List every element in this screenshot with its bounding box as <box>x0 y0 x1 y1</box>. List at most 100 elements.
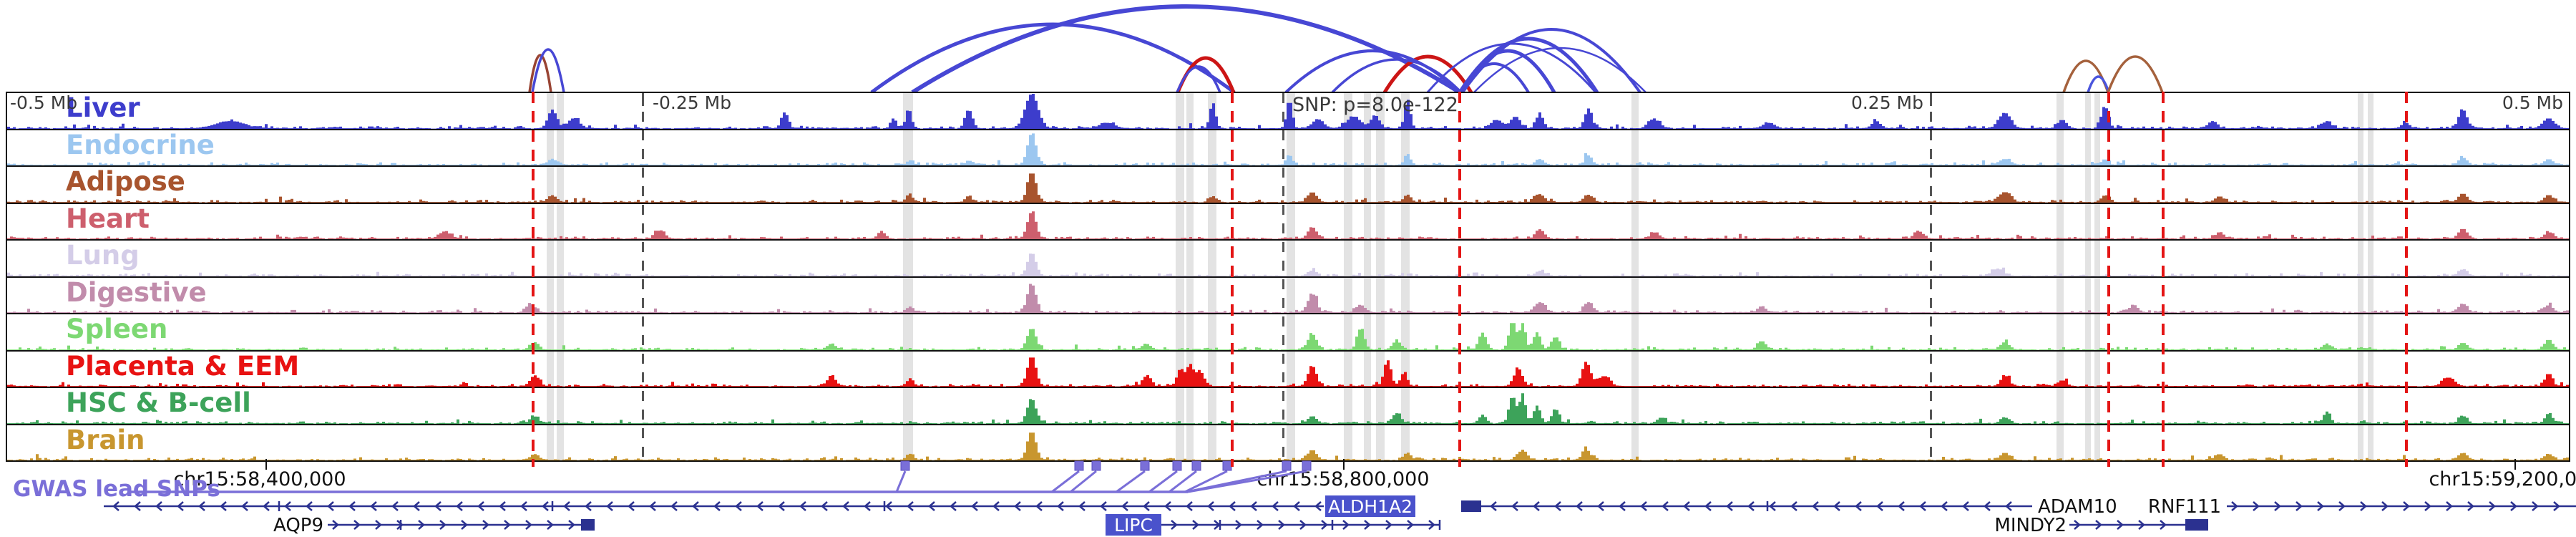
gwas-snp-connector <box>1148 470 1178 493</box>
track-border <box>6 239 2570 241</box>
interaction-arcs-panel <box>528 4 2164 93</box>
track-border <box>6 387 2570 388</box>
strand-arrow-icon <box>461 520 468 530</box>
axis-label-plus-0.5mb: 0.5 Mb <box>2502 92 2563 113</box>
track-label: Brain <box>66 425 145 455</box>
strand-arrow-icon <box>477 501 484 511</box>
gwas-snp-square <box>1191 460 1201 471</box>
strand-arrow-icon <box>1407 520 1414 530</box>
strand-arrow-icon <box>2360 501 2367 511</box>
strand-arrow-icon <box>263 501 270 511</box>
strand-arrow-icon <box>1941 501 1948 511</box>
gwas-snp-connector <box>1051 470 1080 493</box>
gwas-snp-connector <box>1070 470 1097 493</box>
strand-arrow-icon <box>1962 501 1969 511</box>
strand-arrow-icon <box>1229 501 1236 511</box>
signal-tracks-panel: Liver Endocrine Adipose Heart Lung Digestive S… <box>6 92 2570 462</box>
strand-arrow-icon <box>1321 520 1328 530</box>
strand-arrow-icon <box>542 501 549 511</box>
track-border <box>6 313 2570 314</box>
strand-arrow-icon <box>1057 501 1064 511</box>
strand-arrow-icon <box>1164 501 1171 511</box>
gwas-snp-square <box>1172 460 1182 471</box>
interaction-arc <box>870 22 1236 93</box>
interaction-arc <box>528 54 552 93</box>
track-label: Lung <box>66 240 140 271</box>
strand-arrow-icon <box>112 501 119 511</box>
interaction-arc <box>1331 58 1463 93</box>
strand-arrow-icon <box>1299 520 1307 530</box>
signal-track-brain <box>7 432 2569 460</box>
strand-arrow-icon <box>1186 501 1193 511</box>
strand-arrow-icon <box>1121 501 1128 511</box>
strand-arrow-icon <box>2403 501 2410 511</box>
strand-arrow-icon <box>2117 520 2124 530</box>
strand-arrow-icon <box>1235 520 1242 530</box>
strand-arrow-icon <box>2381 501 2389 511</box>
strand-arrow-icon <box>1100 501 1107 511</box>
interaction-arc <box>2087 75 2110 93</box>
signal-track-placenta-eem <box>7 357 2569 387</box>
strand-arrow-icon <box>1576 501 1583 511</box>
red-dashed-line <box>2162 92 2165 467</box>
signal-track-endocrine <box>7 133 2569 165</box>
gene-rnf111-label: RNF111 <box>2148 496 2221 518</box>
strand-arrow-icon <box>885 501 892 511</box>
strand-arrow-icon <box>504 520 511 530</box>
axis-label-plus-0.25mb: 0.25 Mb <box>1850 92 1923 113</box>
strand-arrow-icon <box>2253 501 2260 511</box>
strand-arrow-icon <box>1769 501 1776 511</box>
strand-arrow-icon <box>1192 520 1199 530</box>
strand-arrow-icon <box>1554 501 1561 511</box>
interaction-arc <box>911 4 1461 93</box>
gwas-snp-connector <box>1184 470 1228 493</box>
strand-arrow-icon <box>842 501 849 511</box>
red-dashed-line <box>2405 92 2408 467</box>
strand-arrow-icon <box>2317 501 2324 511</box>
strand-arrow-icon <box>1876 501 1883 511</box>
interaction-arc <box>1473 47 1646 93</box>
gene-lipc-label: LIPC <box>1114 515 1153 536</box>
strand-arrow-icon <box>1035 501 1043 511</box>
strand-arrow-icon <box>391 501 399 511</box>
mb-tick <box>1930 93 1932 106</box>
strand-arrow-icon <box>1511 501 1518 511</box>
track-label: Endocrine <box>66 130 215 160</box>
strand-arrow-icon <box>907 501 914 511</box>
strand-arrow-icon <box>2338 501 2346 511</box>
strand-arrow-icon <box>1385 520 1392 530</box>
strand-arrow-icon <box>568 520 575 530</box>
strand-arrow-icon <box>413 501 420 511</box>
strand-arrow-icon <box>1833 501 1840 511</box>
red-dashed-line <box>1231 92 1234 467</box>
strand-arrow-icon <box>2160 520 2167 530</box>
strand-arrow-icon <box>306 501 313 511</box>
panel-border <box>6 92 7 462</box>
strand-arrow-icon <box>2005 501 2012 511</box>
track-border <box>6 92 2570 93</box>
strand-arrow-icon <box>1898 501 1905 511</box>
gene-aqp9-label: AQP9 <box>273 515 323 536</box>
strand-arrow-icon <box>1078 501 1085 511</box>
strand-arrow-icon <box>1014 501 1021 511</box>
strand-arrow-icon <box>1640 501 1647 511</box>
axis-label-minus-0.5mb: -0.5 Mb <box>10 92 78 113</box>
strand-arrow-icon <box>525 520 532 530</box>
strand-arrow-icon <box>332 520 339 530</box>
gwas-snp-connector <box>895 470 907 493</box>
gwas-snp-connector <box>1116 470 1146 493</box>
strand-arrow-icon <box>992 501 1000 511</box>
strand-arrow-icon <box>692 501 699 511</box>
gwas-snp-square <box>1074 460 1084 471</box>
signal-track-adipose <box>7 173 2569 203</box>
gene-mindy2-label: MINDY2 <box>1994 515 2067 536</box>
strand-arrow-icon <box>177 501 184 511</box>
strand-arrow-icon <box>649 501 656 511</box>
strand-arrow-icon <box>198 501 205 511</box>
strand-arrow-icon <box>2095 520 2102 530</box>
strand-arrow-icon <box>1855 501 1862 511</box>
chr-coordinate-label: chr15:58,400,000 <box>173 468 346 490</box>
gwas-snp-connector <box>1187 470 1307 493</box>
gwas-snp-square <box>1302 460 1312 471</box>
red-dashed-line <box>1458 92 1461 467</box>
